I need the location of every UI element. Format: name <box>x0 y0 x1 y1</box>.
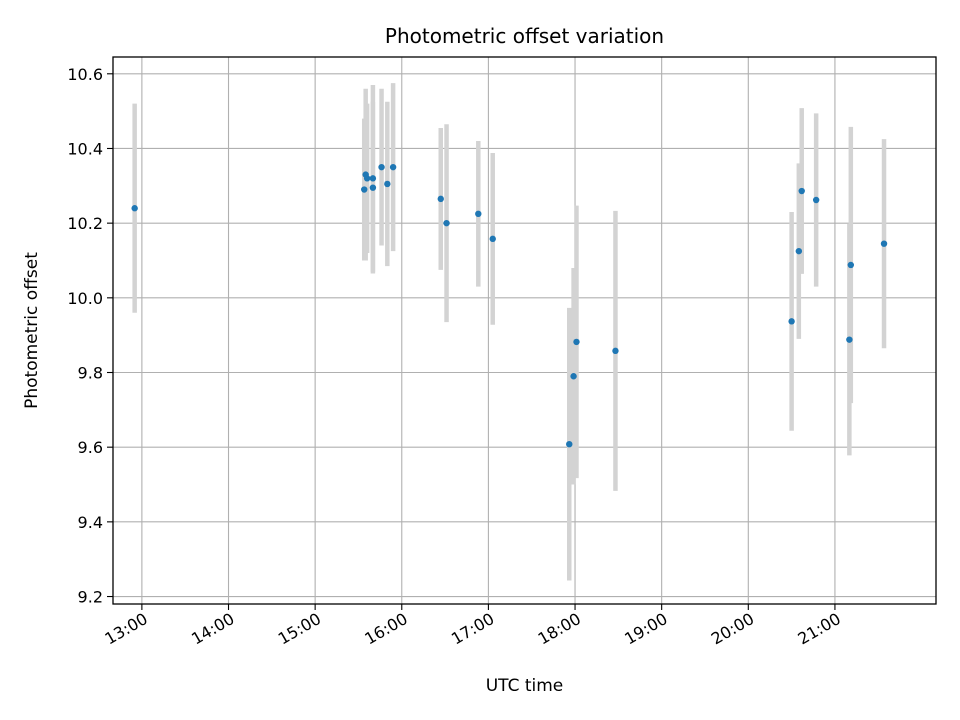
data-point <box>573 338 580 346</box>
data-point <box>847 261 855 269</box>
data-points <box>131 163 888 448</box>
data-point <box>369 184 377 191</box>
error-bars <box>132 83 887 581</box>
data-point <box>437 195 444 203</box>
y-axis: 9.2 9.4 9.6 9.8 10.0 10.2 10.4 10.6 <box>67 65 113 607</box>
x-tick-label: 20:00 <box>708 609 757 649</box>
grid <box>113 57 936 604</box>
x-tick-label: 15:00 <box>275 609 324 649</box>
data-point <box>363 175 371 182</box>
data-point <box>788 318 795 325</box>
y-tick-label: 9.6 <box>78 438 103 457</box>
x-axis: 13:00 14:00 15:00 16:00 17:00 18:00 19:00 20:00… <box>101 604 844 649</box>
data-point <box>880 240 888 247</box>
x-tick-label: 16:00 <box>361 609 410 649</box>
y-tick-label: 9.2 <box>78 588 103 607</box>
data-point <box>361 186 368 193</box>
data-point <box>812 196 820 204</box>
y-tick-label: 10.4 <box>67 139 103 158</box>
data-point <box>131 205 138 212</box>
plot-frame <box>112 56 937 605</box>
data-point <box>798 187 805 195</box>
data-point <box>795 247 803 255</box>
x-tick-label: 19:00 <box>621 609 670 649</box>
data-point <box>389 163 397 171</box>
y-tick-label: 9.4 <box>78 513 103 532</box>
x-axis-label: UTC time <box>486 676 564 696</box>
data-point <box>566 440 573 448</box>
y-tick-label: 10.2 <box>67 214 103 233</box>
y-axis-label: Photometric offset <box>22 252 42 409</box>
x-tick-label: 18:00 <box>535 609 584 649</box>
x-tick-label: 17:00 <box>448 609 497 649</box>
data-point <box>369 175 377 182</box>
data-point <box>846 336 853 343</box>
y-tick-label: 10.0 <box>67 289 103 308</box>
chart-title: Photometric offset variation <box>385 24 664 48</box>
data-point <box>475 210 482 218</box>
data-point <box>443 219 450 227</box>
y-tick-label: 9.8 <box>78 364 103 383</box>
data-point <box>489 235 496 243</box>
data-point <box>384 180 391 188</box>
data-point <box>378 163 385 171</box>
x-tick-label: 21:00 <box>794 609 843 649</box>
x-tick-label: 14:00 <box>188 609 237 649</box>
x-tick-label: 13:00 <box>101 609 150 649</box>
data-point <box>612 347 619 355</box>
y-tick-label: 10.6 <box>67 65 103 84</box>
data-point <box>570 373 577 380</box>
